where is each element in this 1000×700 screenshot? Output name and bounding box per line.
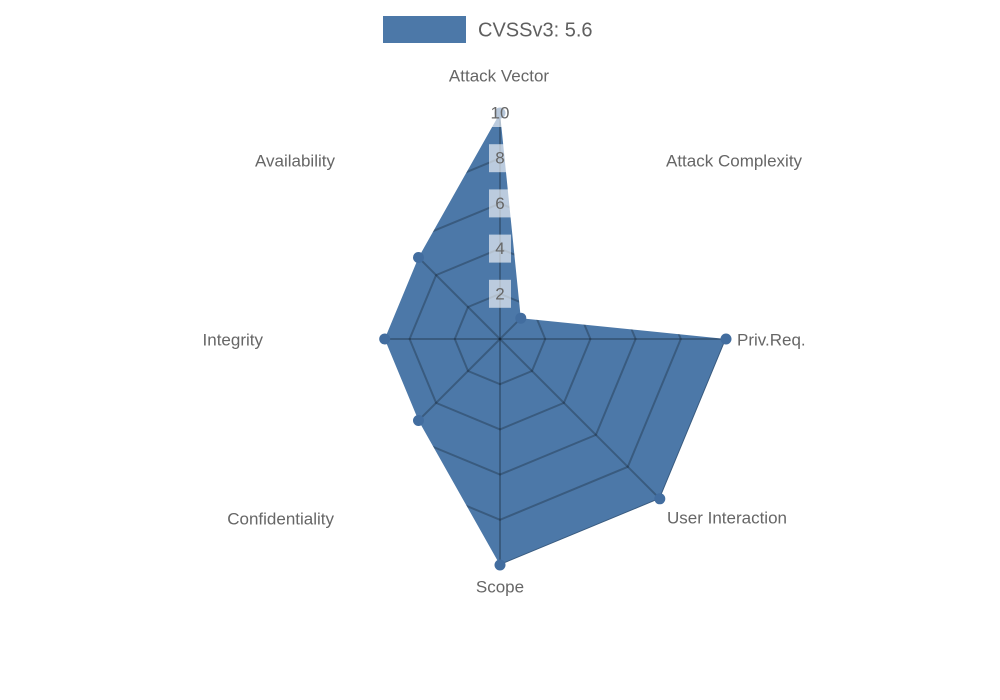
radar-plot-area: 2 4 6 8 10 Attack Vector Attack Complexity Priv… [203, 66, 806, 596]
tick-backdrop [489, 234, 511, 263]
tick-backdrop [489, 144, 511, 173]
data-point [379, 333, 391, 345]
axis-label-user-interaction: User Interaction [667, 508, 787, 527]
legend-label: CVSSv3: 5.6 [478, 19, 593, 41]
tick-backdrop [489, 279, 511, 308]
chart-legend: CVSSv3: 5.6 [383, 16, 593, 43]
data-point [654, 493, 666, 505]
tick-label: 4 [495, 239, 504, 258]
axis-label-attack-vector: Attack Vector [449, 66, 549, 85]
data-point [720, 333, 732, 345]
tick-label: 8 [495, 149, 504, 168]
tick-label: 2 [495, 284, 504, 303]
tick-backdrop [489, 189, 511, 218]
tick-label: 10 [491, 103, 510, 122]
axis-label-scope: Scope [476, 577, 524, 596]
data-point [413, 415, 424, 426]
data-point [494, 559, 506, 571]
axis-label-confidentiality: Confidentiality [227, 509, 334, 528]
tick-backdrop [484, 99, 516, 127]
axis-label-availability: Availability [255, 151, 336, 170]
axis-line [499, 338, 661, 500]
data-point [515, 312, 527, 324]
series-polygon [384, 113, 726, 565]
data-point [413, 252, 424, 263]
tick-label: 6 [495, 194, 504, 213]
axis-label-priv-req-: Priv.Req. [737, 330, 806, 349]
axis-label-integrity: Integrity [203, 330, 264, 349]
axis-label-attack-complexity: Attack Complexity [666, 151, 803, 170]
legend-swatch [383, 16, 466, 43]
